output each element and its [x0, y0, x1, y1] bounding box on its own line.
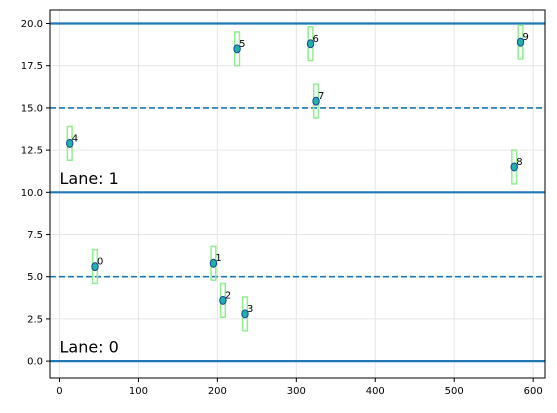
point-2 — [219, 295, 227, 305]
x-tick-label-2: 200 — [208, 386, 227, 397]
x-tick-label-1: 100 — [129, 386, 148, 397]
point-label-9: 9 — [523, 32, 529, 43]
point-9 — [516, 37, 525, 47]
point-8 — [510, 162, 518, 172]
point-label-7: 7 — [318, 91, 324, 102]
point-4 — [66, 138, 74, 148]
lane-labels: Lane: 0 Lane: 1 — [59, 169, 118, 357]
point-3 — [241, 309, 249, 319]
y-tick-label-4: 10.0 — [21, 188, 43, 199]
y-tick-label-6: 15.0 — [21, 103, 43, 114]
point-label-4: 4 — [72, 133, 78, 144]
plot-frame — [49, 9, 546, 379]
point-5 — [233, 44, 241, 54]
point-label-0: 0 — [97, 257, 103, 268]
lane-label-1: Lane: 1 — [59, 169, 118, 188]
lane-label-0: Lane: 0 — [59, 338, 118, 357]
x-tick-label-6: 600 — [524, 386, 543, 397]
y-tick-label-8: 20.0 — [21, 19, 43, 30]
point-labels: 0 1 2 3 4 5 6 7 8 9 — [72, 32, 529, 315]
axis-ticks: 0 100 200 300 400 500 600 0.0 2.5 5.0 7.5 10.0 12.5 1… — [21, 19, 543, 397]
y-tick-label-2: 5.0 — [27, 272, 43, 283]
point-label-6: 6 — [313, 34, 319, 45]
point-label-5: 5 — [239, 39, 245, 50]
y-tick-label-5: 12.5 — [21, 146, 43, 157]
x-tick-label-4: 400 — [366, 386, 385, 397]
y-tick-label-0: 0.0 — [27, 357, 43, 368]
y-tick-label-3: 7.5 — [27, 230, 43, 241]
point-6 — [306, 39, 315, 49]
point-label-1: 1 — [215, 253, 221, 264]
x-tick-label-5: 500 — [445, 386, 464, 397]
point-1 — [209, 258, 218, 268]
point-label-2: 2 — [225, 290, 231, 301]
point-0 — [91, 262, 99, 272]
point-7 — [312, 96, 320, 106]
points — [66, 37, 525, 319]
y-tick-label-7: 17.5 — [21, 61, 43, 72]
x-tick-label-0: 0 — [56, 386, 62, 397]
point-label-3: 3 — [247, 304, 253, 315]
point-label-8: 8 — [516, 157, 522, 168]
x-tick-label-3: 300 — [287, 386, 306, 397]
y-tick-label-1: 2.5 — [27, 314, 43, 325]
lane-lines — [50, 22, 545, 363]
